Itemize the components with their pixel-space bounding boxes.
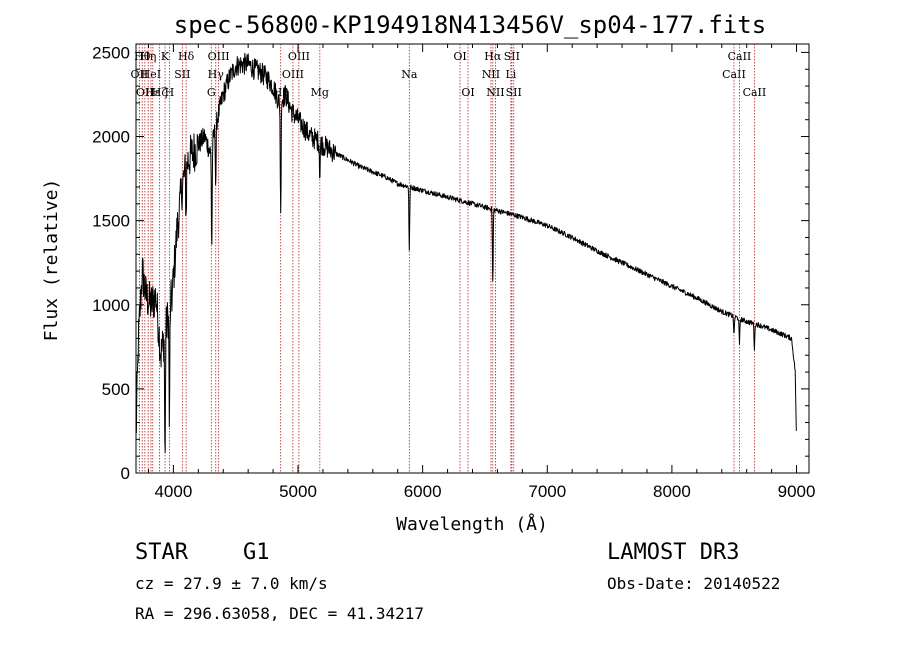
marker-label: Hε	[145, 86, 161, 99]
marker-label: OI	[453, 50, 466, 63]
marker-label: OIII	[208, 50, 230, 63]
marker-label: OII	[131, 68, 149, 81]
marker-label: G	[207, 86, 216, 99]
x-tick-label: 4000	[154, 482, 192, 501]
marker-label: Hζ	[152, 86, 168, 99]
marker-label: H	[165, 86, 175, 99]
x-axis-label: Wavelength (Å)	[396, 513, 548, 535]
y-axis-label: Flux (relative)	[41, 179, 62, 342]
line-markers: OIIHθOIIHηHeIHεHζKHSIIHδGHγOIIIHβOIIIOII…	[131, 44, 767, 473]
spectrum-layer	[135, 52, 797, 453]
marker-label: Hη	[140, 50, 156, 63]
y-tick-label: 2500	[92, 43, 130, 62]
y-tick-label: 1500	[92, 212, 130, 231]
marker-label: HeI	[141, 68, 161, 81]
ra-dec-coordinates: RA = 296.63058, DEC = 41.34217	[135, 604, 424, 623]
marker-label: NII	[482, 68, 500, 81]
marker-label: NII	[486, 86, 504, 99]
x-tick-label: 6000	[404, 482, 442, 501]
x-tick-label: 9000	[778, 482, 816, 501]
object-subclass: G1	[243, 540, 270, 565]
observation-date: Obs-Date: 20140522	[607, 574, 781, 593]
marker-label: SII	[506, 86, 522, 99]
marker-label: Hγ	[208, 68, 225, 81]
plot-frame	[135, 43, 810, 474]
marker-label: OII	[136, 86, 154, 99]
x-tick-label: 8000	[653, 482, 691, 501]
y-tick-label: 1000	[92, 296, 130, 315]
object-class: STAR	[135, 540, 188, 565]
marker-label: OI	[461, 86, 474, 99]
marker-label: Na	[401, 68, 418, 81]
marker-label: K	[161, 50, 170, 63]
y-tick-label: 0	[121, 464, 130, 483]
marker-label: Hα	[484, 50, 502, 63]
x-tick-label: 7000	[528, 482, 566, 501]
chart-title: spec-56800-KP194918N413456V_sp04-177.fit…	[174, 11, 766, 39]
y-tick-label: 2000	[92, 128, 130, 147]
marker-label: Mg	[311, 86, 329, 99]
marker-label: OIII	[288, 50, 310, 63]
y-tick-label: 500	[102, 380, 130, 399]
axis-ticks: 4000 5000 6000 7000 8000 9000 0 500 1000 1500 2000…	[92, 43, 815, 501]
redshift-cz: cz = 27.9 ± 7.0 km/s	[135, 574, 328, 593]
marker-label: SII	[174, 68, 190, 81]
marker-label: Li	[505, 68, 516, 81]
marker-label: CaII	[722, 68, 746, 81]
x-tick-label: 5000	[279, 482, 317, 501]
marker-label: SII	[504, 50, 520, 63]
marker-label: Hθ	[134, 50, 151, 63]
spectrum-line	[135, 52, 797, 453]
marker-label: CaII	[743, 86, 767, 99]
marker-label: Hδ	[178, 50, 195, 63]
survey-name: LAMOST DR3	[607, 540, 740, 565]
marker-label: CaII	[728, 50, 752, 63]
marker-label: OIII	[282, 68, 304, 81]
